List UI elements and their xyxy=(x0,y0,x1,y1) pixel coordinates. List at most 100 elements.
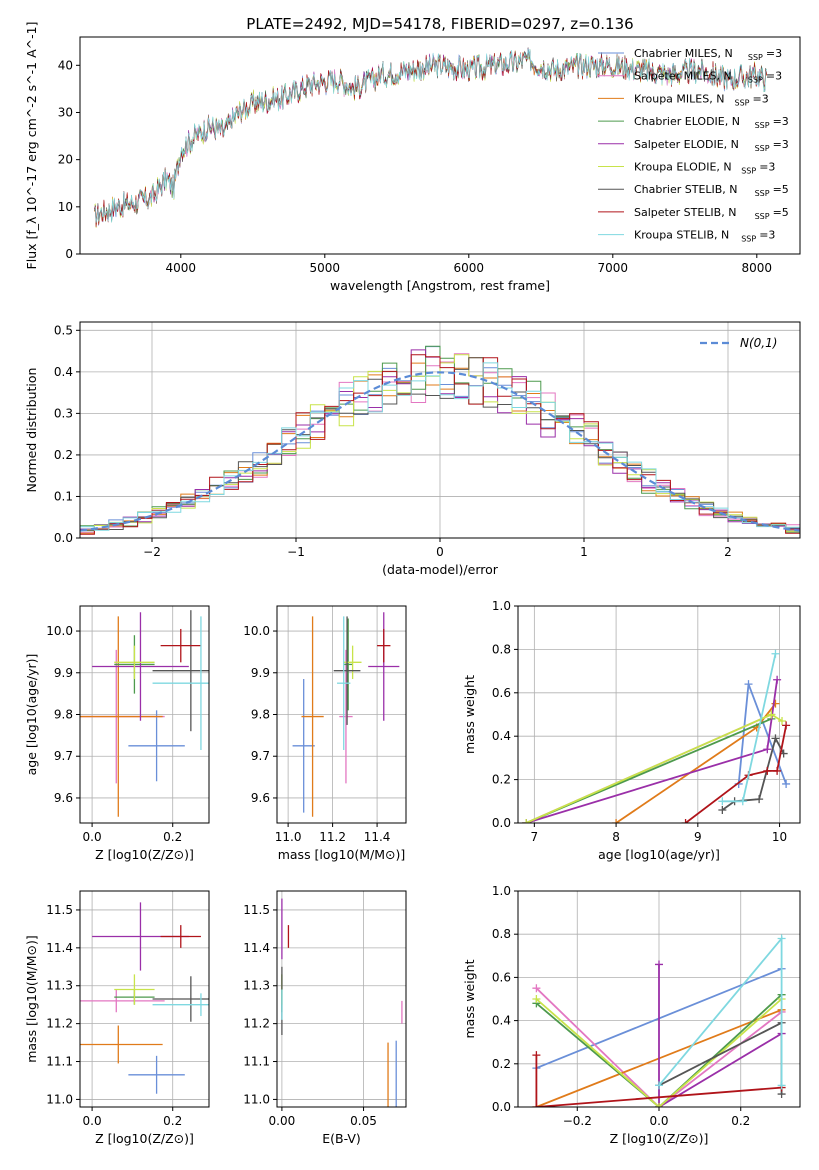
axes-mass-vs-Z: 0.0 0.2 11.0 11.1 11.2 11.3 11.4 11.5 Z [log10(Z… xyxy=(24,890,210,1146)
axes-frame xyxy=(276,605,407,824)
y-tick-label: 11.2 xyxy=(46,1017,73,1031)
weight-line xyxy=(535,994,783,1107)
axes-frame xyxy=(79,605,210,824)
weight-marker xyxy=(771,734,780,743)
y-axis-label: mass weight xyxy=(462,675,477,754)
x-axis-label: Z [log10(Z/Z⊙)] xyxy=(95,847,194,862)
legend-label: Salpeter MILES, N xyxy=(634,70,732,83)
x-tick-label: 0.00 xyxy=(269,1114,296,1128)
x-tick-label: 0.05 xyxy=(350,1114,377,1128)
x-axis-label: age [log10(age/yr)] xyxy=(598,847,720,862)
y-tick-label: 11.2 xyxy=(243,1017,270,1031)
y-tick-label: 0.6 xyxy=(492,970,511,984)
y-tick-label: 11.1 xyxy=(46,1055,73,1069)
plot-area xyxy=(522,649,791,823)
histogram xyxy=(80,362,800,536)
weight-marker xyxy=(655,1081,663,1090)
y-tick-label: 40 xyxy=(58,58,73,72)
axes-weight-vs-age: 7 8 9 10 0.0 0.2 0.4 0.6 0.8 1.0 age [log10(age/yr… xyxy=(462,599,801,862)
weight-line xyxy=(535,998,783,1107)
x-tick-label: 0.0 xyxy=(83,1114,102,1128)
y-axis-label: Normed distribution xyxy=(24,368,39,493)
x-tick-label: −2 xyxy=(143,545,161,559)
x-tick-label: 10 xyxy=(772,830,787,844)
weight-marker xyxy=(777,1081,786,1090)
y-tick-label: 0.0 xyxy=(492,1100,511,1114)
legend-label: Kroupa ELODIE, N xyxy=(634,161,732,174)
plot-area xyxy=(292,612,400,817)
plot-layer: 4000 5000 6000 7000 8000010203040wavelength … xyxy=(24,22,801,1146)
y-tick-label: 0.8 xyxy=(492,642,511,656)
y-tick-label: 0.5 xyxy=(54,323,73,337)
x-tick-label: 9 xyxy=(694,830,702,844)
weight-marker xyxy=(532,995,541,1003)
weight-line xyxy=(685,725,787,823)
weight-marker xyxy=(777,934,786,943)
weight-marker xyxy=(612,819,621,823)
y-tick-label: 10 xyxy=(58,200,73,214)
x-axis-label: Z [log10(Z/Z⊙)] xyxy=(95,1131,194,1146)
x-axis-label: wavelength [Angstrom, rest frame] xyxy=(330,278,550,293)
legend-nssp: =3 xyxy=(766,70,782,83)
y-tick-label: 0.8 xyxy=(492,927,511,941)
weight-marker xyxy=(771,699,780,708)
weight-marker xyxy=(738,797,747,806)
legend-sub: SSP xyxy=(735,98,750,107)
x-tick-label: 11.2 xyxy=(319,830,346,844)
axes-mass-vs-EBV: 0.00 0.05 11.0 11.1 11.2 11.3 11.4 11.5 E(B-V) xyxy=(243,890,407,1146)
x-axis-label: E(B-V) xyxy=(322,1131,361,1146)
y-tick-label: 0.6 xyxy=(492,686,511,700)
y-tick-label: 10.0 xyxy=(243,624,270,638)
legend-label: Salpeter STELIB, N xyxy=(634,206,736,219)
weight-marker xyxy=(771,649,780,658)
weight-marker xyxy=(522,819,531,823)
y-tick-label: 9.8 xyxy=(54,708,73,722)
x-tick-label: 2 xyxy=(724,545,732,559)
legend-label: Kroupa MILES, N xyxy=(634,92,724,105)
legend-sub: SSP xyxy=(755,212,770,221)
figure-title: PLATE=2492, MJD=54178, FIBERID=0297, z=0… xyxy=(246,15,633,33)
y-tick-label: 0.4 xyxy=(54,365,73,379)
legend-sub: SSP xyxy=(748,53,763,62)
weight-marker xyxy=(755,795,764,804)
legend-label: Kroupa STELIB, N xyxy=(634,229,729,242)
y-tick-label: 9.9 xyxy=(251,666,270,680)
weight-marker xyxy=(763,766,772,775)
y-tick-label: 20 xyxy=(58,153,73,167)
x-tick-label: 0.0 xyxy=(83,830,102,844)
y-tick-label: 11.4 xyxy=(243,941,270,955)
legend-nssp: =3 xyxy=(766,47,782,60)
y-tick-label: 11.1 xyxy=(243,1055,270,1069)
x-axis-label: Z [log10(Z/Z⊙)] xyxy=(610,1131,709,1146)
weight-marker xyxy=(532,1051,541,1060)
legend-sub: SSP xyxy=(748,76,763,85)
y-tick-label: 0.0 xyxy=(54,531,73,545)
legend-nssp: =3 xyxy=(773,138,789,151)
y-tick-label: 0.1 xyxy=(54,489,73,503)
plot-area xyxy=(80,610,209,817)
weight-marker xyxy=(532,1103,541,1107)
legend: N(0,1) xyxy=(700,336,777,350)
x-axis-label: mass [log10(M/M⊙)] xyxy=(278,847,406,862)
axes-age-vs-Z: 0.0 0.2 9.6 9.7 9.8 9.9 10.0 Z [log10(Z/Z⊙)] age… xyxy=(24,605,210,862)
weight-marker xyxy=(773,675,782,684)
legend-nssp: =5 xyxy=(773,206,789,219)
legend-label: Chabrier ELODIE, N xyxy=(634,115,740,128)
y-tick-label: 0.0 xyxy=(492,816,511,830)
x-tick-label: −1 xyxy=(287,545,305,559)
x-tick-label: 4000 xyxy=(166,261,197,275)
y-tick-label: 1.0 xyxy=(492,884,511,898)
y-tick-label: 11.0 xyxy=(46,1092,73,1106)
weight-marker xyxy=(782,779,791,788)
axes-frame xyxy=(79,890,210,1108)
y-tick-label: 0.4 xyxy=(492,729,511,743)
plot-area xyxy=(281,898,403,1107)
x-tick-label: 0.0 xyxy=(649,1114,668,1128)
legend-nssp: =3 xyxy=(773,115,789,128)
legend-nssp: =3 xyxy=(753,92,769,105)
y-tick-label: 9.6 xyxy=(54,791,73,805)
legend-label: Chabrier STELIB, N xyxy=(634,183,738,196)
axes-frame xyxy=(79,36,801,255)
